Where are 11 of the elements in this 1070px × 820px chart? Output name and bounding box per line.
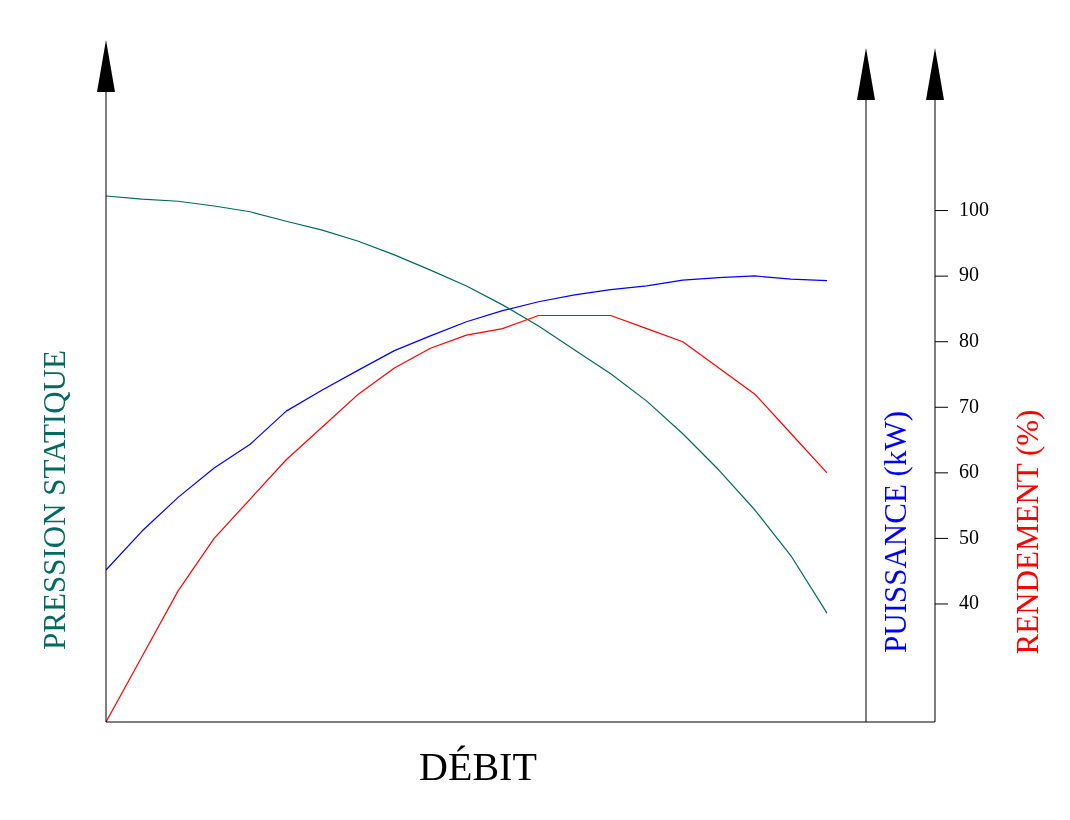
- x-axis-title: DÉBIT: [419, 742, 537, 790]
- y-tick-label: 70: [959, 394, 979, 417]
- y-axis-title: PRESSION STATIQUE: [37, 350, 73, 650]
- y-tick-label: 100: [959, 197, 989, 220]
- y-axis-title: RENDEMENT (%): [1010, 409, 1046, 655]
- y-tick-label: 40: [959, 591, 979, 614]
- y-tick-label: 50: [959, 525, 979, 548]
- y3-axis-title: PUISSANCE (kW): [878, 411, 914, 653]
- y-tick-label: 90: [959, 263, 979, 286]
- y-tick-label: 60: [959, 460, 979, 483]
- y-tick-label: 80: [959, 328, 979, 351]
